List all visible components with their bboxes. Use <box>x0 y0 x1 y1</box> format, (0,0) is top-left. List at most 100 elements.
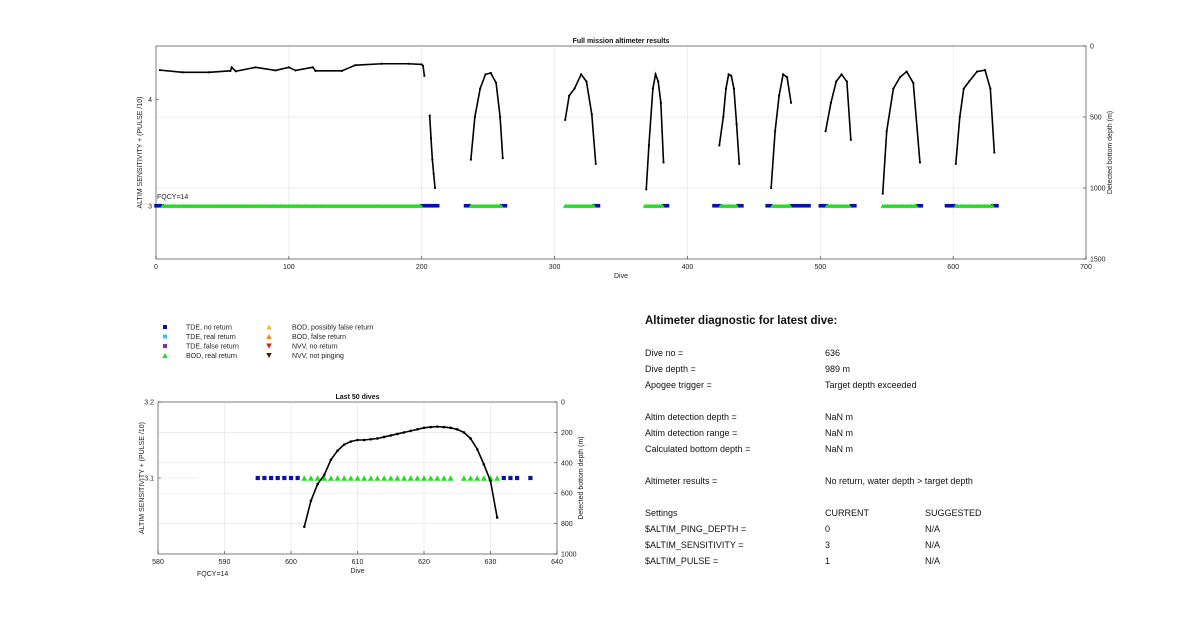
last50-bottom-depth-point <box>362 438 366 442</box>
full-bottom-depth-point <box>659 101 662 104</box>
full-bottom-depth-point <box>778 94 781 97</box>
full-bottom-depth-point <box>590 113 593 116</box>
last50-bod-real-marker <box>427 475 434 481</box>
legend-marker-col2-3 <box>266 353 272 358</box>
diag-value-dive-depth: 989 m <box>825 364 851 374</box>
full-bottom-depth-point <box>983 69 987 72</box>
full-bottom-depth-point <box>287 66 290 69</box>
settings-header-current: CURRENT <box>825 508 869 518</box>
last50-tde-no-return-marker <box>528 475 533 481</box>
full-bottom-depth-point <box>484 73 487 76</box>
last50-bod-real-marker <box>414 475 421 481</box>
full-bottom-depth-point <box>770 186 773 190</box>
full-bottom-depth-point <box>428 114 431 117</box>
full-tde-no-return-marker <box>919 203 924 208</box>
full-tde-no-return-marker <box>944 203 949 208</box>
full-bottom-depth-line-9 <box>955 69 996 164</box>
full-bottom-depth-point <box>230 66 233 69</box>
full-tde-no-return-marker <box>663 203 668 208</box>
last50-bottom-depth-point <box>329 458 333 462</box>
last50-ytick-right-label: 200 <box>561 430 573 437</box>
full-tde-no-return-marker <box>423 203 428 208</box>
last50-bottom-depth-point <box>462 431 466 434</box>
full-y-axis-left-label: ALTIM SENSITIVITY + (PULSE /10) <box>137 97 144 209</box>
full-bottom-depth-point <box>580 73 583 76</box>
full-bottom-depth-line-4 <box>645 71 665 190</box>
full-bod-real-marker <box>734 203 739 208</box>
full-bottom-depth-point <box>421 64 425 67</box>
full-plot-frame <box>155 45 1087 260</box>
full-tde-no-return-marker <box>431 203 436 208</box>
full-xtick-label: 400 <box>682 264 694 271</box>
last50-xtick-label: 640 <box>551 559 563 566</box>
legend-label-col1-2: TDE, false return <box>186 344 239 351</box>
last50-bottom-depth-point <box>455 428 459 431</box>
diag-label-detection-depth: Altim detection depth = <box>645 412 737 422</box>
full-bottom-depth-point <box>885 130 888 133</box>
last50-xtick-label: 610 <box>352 559 364 566</box>
legend-marker-col2-0 <box>266 324 272 330</box>
last50-tde-no-return-marker <box>282 475 287 481</box>
full-xtick-label: 100 <box>283 264 295 271</box>
diag-label-detection-range: Altim detection range = <box>645 428 738 438</box>
last50-bod-real-marker <box>354 475 361 481</box>
full-tde-no-return-marker <box>463 203 468 208</box>
full-bottom-depth-point <box>294 69 297 72</box>
full-tde-no-return-marker <box>156 203 160 208</box>
diag-label-dive-no: Dive no = <box>645 348 684 358</box>
legend-label-col2-3: NVV, not pinging <box>292 353 344 360</box>
full-bottom-depth-point <box>380 62 383 65</box>
full-bottom-depth-point <box>732 87 736 90</box>
full-tde-no-return-marker <box>799 203 803 208</box>
legend-marker-col2-1 <box>266 334 272 339</box>
last50-bottom-depth-point <box>416 428 419 431</box>
full-bottom-depth-point <box>829 101 833 104</box>
last50-ytick-right-label: 0 <box>561 400 565 407</box>
full-bottom-depth-line-8 <box>881 70 921 194</box>
last50-bod-real-marker <box>314 475 321 481</box>
last50-xtick-label: 580 <box>152 559 164 566</box>
full-tde-no-return-marker <box>736 203 740 208</box>
diagnostic-title: Altimeter diagnostic for latest dive: <box>645 315 838 327</box>
full-bottom-depth-point <box>654 73 657 76</box>
full-bottom-depth-point <box>158 69 162 72</box>
last50-bod-real-marker <box>327 475 334 481</box>
full-tde-no-return-marker <box>467 203 472 208</box>
full-tde-no-return-marker <box>425 203 430 208</box>
full-bottom-depth-line-1 <box>428 115 436 189</box>
full-xtick-label: 300 <box>549 264 561 271</box>
full-bottom-depth-line-0 <box>159 62 426 76</box>
full-bottom-depth-point <box>954 162 957 165</box>
full-bottom-depth-point <box>495 81 498 85</box>
full-bottom-depth-point <box>229 69 232 72</box>
legend-label-col2-0: BOD, possibly false return <box>292 325 373 332</box>
last50-ytick-right-label: 400 <box>561 460 573 467</box>
setting-suggested-pulse: N/A <box>925 556 941 566</box>
last50-tde-no-return-marker <box>255 475 260 481</box>
full-tde-no-return-marker <box>853 203 857 208</box>
full-tde-no-return-marker <box>818 203 823 208</box>
full-bottom-depth-point <box>274 69 277 72</box>
last50-bod-real-marker <box>374 475 381 481</box>
legend-marker-col2-2 <box>266 343 272 349</box>
full-bottom-depth-point <box>208 71 211 74</box>
legend-marker-2 <box>163 344 167 348</box>
last50-bottom-depth-point <box>402 431 406 434</box>
setting-suggested-ping-depth: N/A <box>925 524 941 534</box>
full-bottom-depth-point <box>781 73 785 76</box>
last50-bottom-depth-point <box>349 440 353 443</box>
full-bod-real-marker <box>498 203 504 208</box>
last50-bod-real-marker <box>467 475 474 481</box>
full-tde-no-return-marker <box>946 203 951 208</box>
full-bottom-depth-point <box>354 64 357 67</box>
full-ytick-right-label: 1000 <box>1090 186 1106 193</box>
full-bottom-depth-point <box>340 69 344 72</box>
full-tde-no-return-marker <box>793 203 797 208</box>
full-tde-no-return-marker <box>154 203 158 208</box>
last50-ytick-right-label: 800 <box>561 521 573 528</box>
full-tde-no-return-marker <box>993 203 997 208</box>
last50-xtick-label: 630 <box>485 559 497 566</box>
full-bottom-depth-line-5 <box>718 73 741 164</box>
legend-marker-0 <box>163 325 167 329</box>
full-tde-no-return-marker <box>795 203 799 208</box>
